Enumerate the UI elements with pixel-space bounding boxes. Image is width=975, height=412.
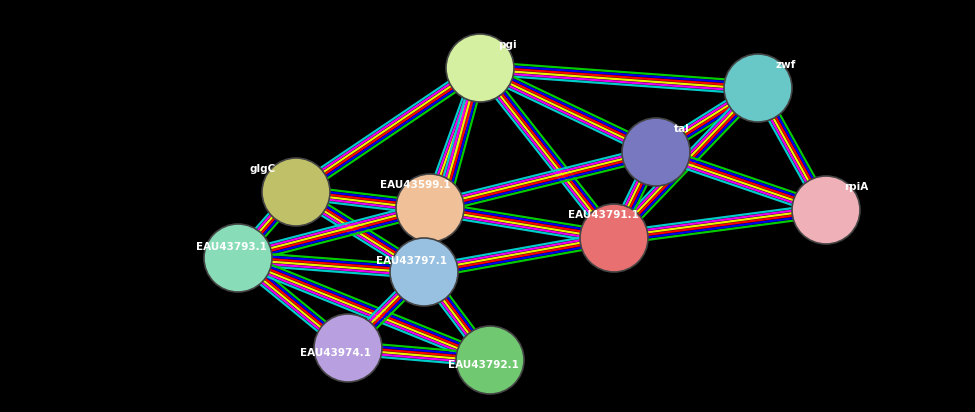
Text: pgi: pgi <box>498 40 517 50</box>
Circle shape <box>396 174 464 242</box>
Text: EAU43791.1: EAU43791.1 <box>568 210 639 220</box>
Circle shape <box>456 326 524 394</box>
Text: EAU43793.1: EAU43793.1 <box>196 242 267 252</box>
Circle shape <box>262 158 330 226</box>
Circle shape <box>204 224 272 292</box>
Circle shape <box>314 314 382 382</box>
Circle shape <box>446 34 514 102</box>
Text: rpiA: rpiA <box>844 182 869 192</box>
Circle shape <box>724 54 792 122</box>
Text: EAU43797.1: EAU43797.1 <box>376 256 447 266</box>
Text: EAU43974.1: EAU43974.1 <box>300 348 371 358</box>
Text: glgC: glgC <box>250 164 276 174</box>
Text: tal: tal <box>674 124 689 134</box>
Text: zwf: zwf <box>776 60 797 70</box>
Circle shape <box>580 204 648 272</box>
Text: EAU43792.1: EAU43792.1 <box>448 360 519 370</box>
Circle shape <box>390 238 458 306</box>
Circle shape <box>792 176 860 244</box>
Circle shape <box>622 118 690 186</box>
Text: EAU43599.1: EAU43599.1 <box>380 180 450 190</box>
